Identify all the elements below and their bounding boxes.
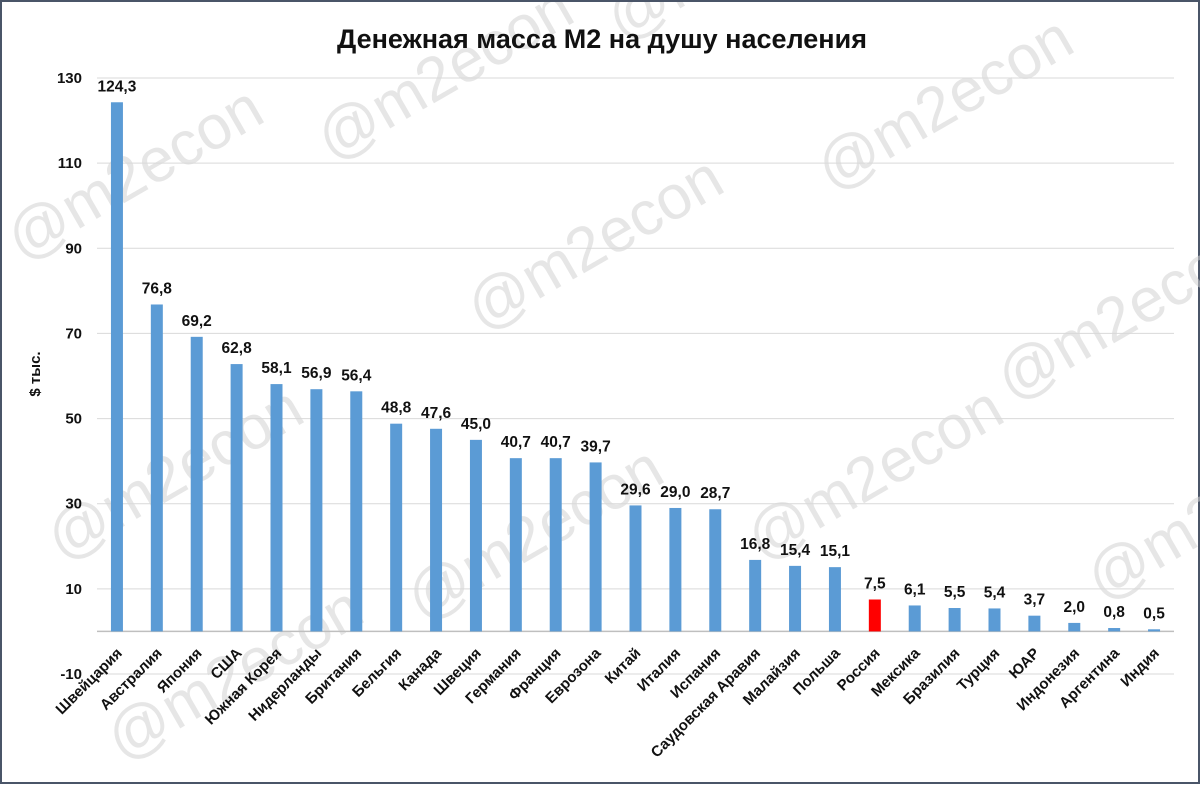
bar-25 <box>1108 628 1120 631</box>
data-label: 5,4 <box>984 584 1006 601</box>
data-label: 6,1 <box>904 581 926 598</box>
data-label: 56,9 <box>301 365 332 382</box>
bar-8 <box>430 429 442 632</box>
data-label: 2,0 <box>1063 599 1085 616</box>
y-tick-label: 90 <box>65 240 82 257</box>
data-label: 3,7 <box>1024 592 1046 609</box>
bar-6 <box>350 391 362 631</box>
x-tick-label: ЮАР <box>1006 645 1043 682</box>
data-label: 62,8 <box>222 340 253 357</box>
watermark-text: @m2econ <box>455 143 735 345</box>
data-label: 29,0 <box>660 484 690 501</box>
bar-15 <box>709 509 721 631</box>
data-label: 48,8 <box>381 400 412 417</box>
data-label: 15,1 <box>820 543 851 560</box>
bar-21 <box>949 608 961 631</box>
data-label: 16,8 <box>740 536 771 553</box>
bar-10 <box>510 458 522 631</box>
y-tick-label: 110 <box>58 155 82 172</box>
data-label: 40,7 <box>501 434 531 451</box>
y-tick-label: 50 <box>65 411 82 428</box>
bar-1 <box>151 304 163 631</box>
bar-17 <box>789 566 801 632</box>
chart-title: Денежная масса М2 на душу населения <box>337 24 867 54</box>
bar-26 <box>1148 629 1160 631</box>
bar-14 <box>669 508 681 631</box>
data-label: 7,5 <box>864 576 886 593</box>
bar-5 <box>310 389 322 631</box>
bar-7 <box>390 424 402 632</box>
y-axis-label: $ тыс. <box>27 351 44 396</box>
data-label: 39,7 <box>581 438 611 455</box>
data-label: 76,8 <box>142 280 173 297</box>
bar-12 <box>590 462 602 631</box>
data-label: 124,3 <box>98 78 137 95</box>
data-label: 0,5 <box>1143 605 1165 622</box>
bar-11 <box>550 458 562 631</box>
data-label: 5,5 <box>944 584 966 601</box>
watermark-text: @m2econ <box>735 373 1015 575</box>
bar-20 <box>909 605 921 631</box>
data-label: 29,6 <box>620 481 651 498</box>
x-tick-label: Турция <box>954 645 1004 695</box>
bar-13 <box>630 505 642 631</box>
bar-24 <box>1068 623 1080 632</box>
watermark-text: @m2econ <box>985 213 1200 415</box>
data-label: 40,7 <box>541 434 571 451</box>
data-label: 28,7 <box>700 485 730 502</box>
bar-9 <box>470 440 482 632</box>
y-tick-label: 10 <box>65 581 82 598</box>
bar-3 <box>231 364 243 631</box>
bar-23 <box>1028 616 1040 632</box>
y-tick-label: 70 <box>65 325 82 342</box>
bar-22 <box>989 608 1001 631</box>
data-label: 69,2 <box>182 313 212 330</box>
y-tick-label: 130 <box>57 70 82 87</box>
bar-4 <box>271 384 283 631</box>
x-tick-label: Индия <box>1117 645 1162 690</box>
data-label: 47,6 <box>421 405 452 422</box>
data-label: 15,4 <box>780 542 811 559</box>
bar-19 <box>869 600 881 632</box>
y-tick-label: 30 <box>65 496 82 513</box>
bar-18 <box>829 567 841 631</box>
data-label: 58,1 <box>261 360 292 377</box>
data-label: 45,0 <box>461 416 491 433</box>
bar-16 <box>749 560 761 632</box>
data-label: 56,4 <box>341 367 372 384</box>
watermark-text: @m2econ <box>1075 413 1200 615</box>
bar-2 <box>191 337 203 632</box>
bar-0 <box>111 102 123 631</box>
watermark-text: @m2econ <box>2 73 275 275</box>
data-label: 0,8 <box>1103 604 1125 621</box>
